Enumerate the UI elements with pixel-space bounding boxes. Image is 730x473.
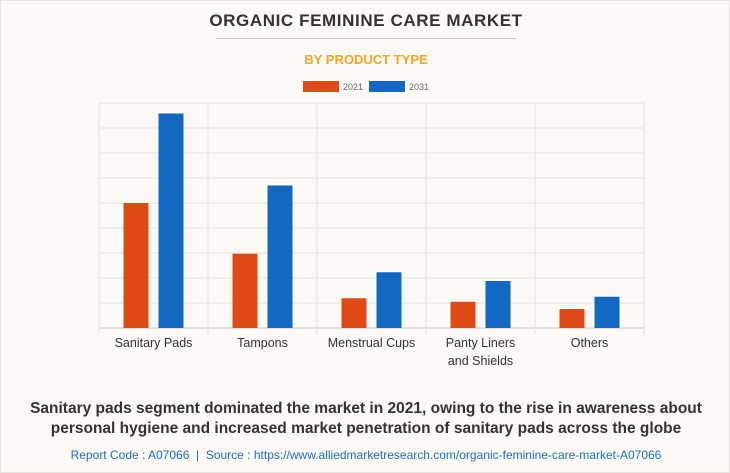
legend-swatch-2021	[302, 81, 339, 92]
bar-2031-menstrual-cups	[376, 272, 402, 328]
x-tick-label: Sanitary Pads	[115, 336, 193, 350]
bar-chart: Sanitary Pads Tampons Menstrual Cups Panty …	[98, 102, 645, 368]
bar-2031-others	[594, 296, 620, 328]
bar-2031-sanitary-pads	[158, 113, 184, 328]
bar-2021-tampons	[232, 253, 258, 328]
legend: 2021 2031	[1, 81, 730, 92]
bar-2021-others	[559, 309, 585, 328]
x-tick-label: Tampons	[237, 336, 288, 350]
x-tick-label: and Shields	[448, 354, 513, 368]
bar-2021-sanitary-pads	[123, 203, 149, 328]
source-footer[interactable]: Report Code : A07066 | Source : https://…	[70, 448, 662, 462]
bar-2021-panty-liners-and-shields	[450, 301, 476, 328]
chart-title: ORGANIC FEMININE CARE MARKET	[209, 11, 523, 30]
bar-2031-panty-liners-and-shields	[485, 281, 511, 328]
bar-2031-tampons	[267, 185, 293, 328]
legend-label-2031: 2031	[409, 81, 430, 92]
chart-subtitle: BY PRODUCT TYPE	[304, 52, 428, 67]
caption-line-2: personal hygiene and increased market pe…	[50, 420, 682, 437]
title-divider	[216, 38, 516, 39]
x-tick-label: Menstrual Cups	[328, 336, 416, 350]
legend-label-2021: 2021	[342, 81, 363, 92]
x-tick-label: Panty Liners	[446, 336, 515, 350]
bar-2021-menstrual-cups	[341, 298, 367, 328]
legend-swatch-2031	[369, 81, 405, 92]
chart-caption: Sanitary pads segment dominated the mark…	[1, 399, 730, 439]
legend-item-2031[interactable]: 2031	[369, 81, 429, 92]
legend-item-2021[interactable]: 2021	[302, 81, 363, 92]
caption-line-1: Sanitary pads segment dominated the mark…	[30, 400, 702, 417]
x-tick-label: Others	[571, 336, 609, 350]
